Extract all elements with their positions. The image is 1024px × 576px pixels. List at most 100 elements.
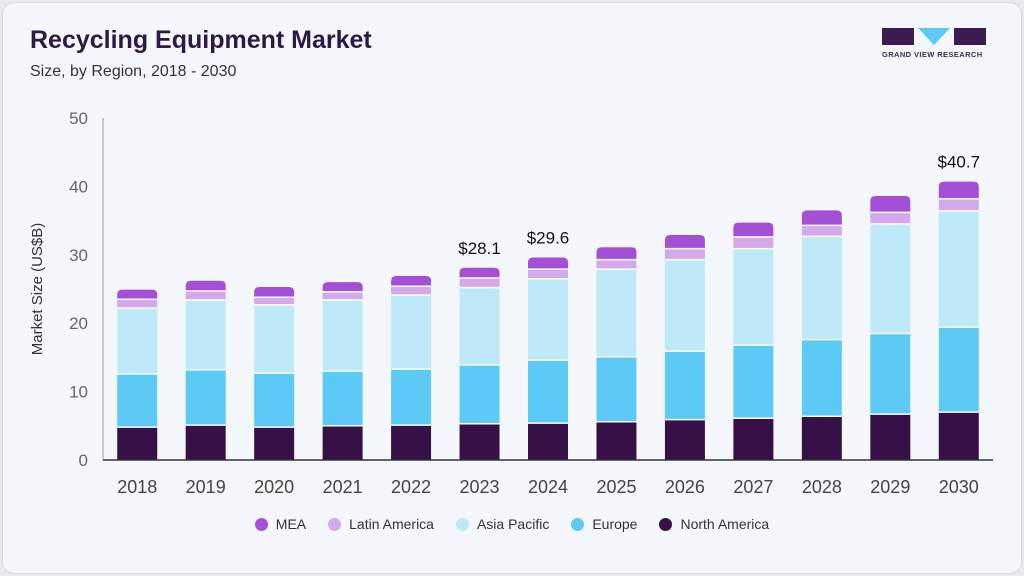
bar-segment-mea bbox=[938, 181, 979, 199]
y-tick-label: 10 bbox=[69, 383, 88, 402]
bar-segment-latin-america bbox=[528, 269, 568, 279]
chart-subtitle: Size, by Region, 2018 - 2030 bbox=[30, 63, 237, 80]
bar-segment-north-america bbox=[870, 414, 911, 460]
x-tick-label: 2019 bbox=[186, 477, 226, 497]
bar-segment-mea bbox=[117, 289, 158, 300]
bar-segment-latin-america bbox=[596, 259, 637, 270]
legend-swatch bbox=[254, 517, 268, 531]
y-tick-label: 30 bbox=[69, 246, 88, 265]
legend-label: Latin America bbox=[349, 516, 434, 532]
bar-segment-mea bbox=[391, 276, 432, 287]
logo-text: GRAND VIEW RESEARCH bbox=[882, 50, 983, 59]
bar-segment-europe bbox=[938, 327, 979, 413]
bar-segment-mea bbox=[459, 267, 500, 279]
x-tick-label: 2022 bbox=[391, 477, 431, 497]
bar-segment-asia-pacific bbox=[185, 299, 226, 370]
x-tick-label: 2026 bbox=[665, 477, 705, 497]
bar-segment-latin-america bbox=[733, 237, 774, 249]
legend-label: Asia Pacific bbox=[476, 516, 550, 532]
x-tick-label: 2027 bbox=[733, 477, 773, 497]
legend-item-mea[interactable]: MEA bbox=[254, 516, 307, 532]
bar-segment-asia-pacific bbox=[596, 269, 637, 357]
bar-segment-asia-pacific bbox=[664, 259, 705, 352]
legend-label: MEA bbox=[275, 516, 307, 532]
bar-segment-asia-pacific bbox=[528, 278, 568, 361]
bar-segment-north-america bbox=[391, 425, 432, 460]
bar-segment-mea bbox=[322, 282, 363, 292]
legend-item-latin-america[interactable]: Latin America bbox=[328, 516, 434, 532]
x-tick-label: 2028 bbox=[802, 477, 842, 497]
legend: MEA Latin America Asia Pacific Europe North … bbox=[0, 516, 1024, 532]
bar-segment-north-america bbox=[733, 418, 774, 460]
legend-swatch bbox=[571, 517, 585, 531]
bar-segment-europe bbox=[664, 351, 705, 420]
legend-item-north-america[interactable]: North America bbox=[659, 516, 769, 532]
legend-swatch bbox=[328, 517, 342, 531]
bar-segment-europe bbox=[254, 373, 295, 428]
x-tick-label: 2020 bbox=[254, 477, 294, 497]
bar-segment-latin-america bbox=[322, 291, 363, 300]
grand-view-research-logo bbox=[882, 28, 986, 45]
bar-segment-asia-pacific bbox=[459, 287, 500, 365]
bar-segment-asia-pacific bbox=[322, 299, 363, 372]
bar-segment-north-america bbox=[117, 427, 158, 460]
bar-segment-north-america bbox=[185, 425, 226, 460]
bar-segment-asia-pacific bbox=[870, 224, 911, 334]
bar-segment-latin-america bbox=[459, 278, 500, 288]
legend-swatch bbox=[659, 517, 673, 531]
y-tick-label: 50 bbox=[69, 109, 88, 128]
bar-segment-mea bbox=[528, 257, 568, 270]
bar-segment-latin-america bbox=[870, 212, 911, 225]
bar-segment-mea bbox=[596, 247, 637, 260]
y-tick-label: 20 bbox=[69, 314, 88, 333]
total-label: $29.6 bbox=[527, 229, 570, 248]
bar-segment-latin-america bbox=[391, 286, 432, 296]
bar-segment-latin-america bbox=[185, 291, 226, 300]
bar-segment-asia-pacific bbox=[938, 211, 979, 328]
bar-segment-asia-pacific bbox=[733, 248, 774, 346]
bar-segment-north-america bbox=[528, 423, 568, 460]
x-tick-label: 2029 bbox=[870, 477, 910, 497]
bar-segment-latin-america bbox=[801, 225, 842, 237]
x-tick-label: 2025 bbox=[596, 477, 636, 497]
bar-segment-europe bbox=[733, 345, 774, 419]
bar-segment-europe bbox=[185, 369, 226, 426]
chart-title: Recycling Equipment Market bbox=[30, 26, 372, 54]
total-label: $28.1 bbox=[458, 239, 501, 258]
bar-segment-north-america bbox=[664, 419, 705, 460]
x-tick-label: 2030 bbox=[939, 477, 979, 497]
legend-item-asia-pacific[interactable]: Asia Pacific bbox=[455, 516, 550, 532]
bar-segment-north-america bbox=[596, 421, 637, 460]
x-tick-label: 2024 bbox=[528, 477, 568, 497]
y-tick-label: 40 bbox=[69, 177, 88, 196]
x-tick-label: 2021 bbox=[323, 477, 363, 497]
bar-segment-europe bbox=[459, 364, 500, 424]
bar-segment-europe bbox=[391, 369, 432, 426]
legend-item-europe[interactable]: Europe bbox=[571, 516, 637, 532]
bar-segment-mea bbox=[664, 234, 705, 249]
y-axis-label: Market Size (US$B) bbox=[29, 223, 46, 356]
bar-segment-mea bbox=[733, 222, 774, 238]
bar-segment-latin-america bbox=[938, 198, 979, 212]
x-tick-label: 2023 bbox=[460, 477, 500, 497]
bar-segment-europe bbox=[596, 356, 637, 422]
bar-segment-mea bbox=[801, 210, 842, 226]
bar-segment-mea bbox=[254, 286, 295, 298]
x-tick-label: 2018 bbox=[117, 477, 157, 497]
bar-segment-mea bbox=[185, 280, 226, 292]
bar-segment-mea bbox=[870, 195, 911, 213]
legend-label: North America bbox=[680, 516, 770, 532]
legend-label: Europe bbox=[592, 516, 638, 532]
bar-segment-north-america bbox=[801, 416, 842, 460]
bar-segment-latin-america bbox=[664, 248, 705, 260]
bar-segment-europe bbox=[870, 333, 911, 415]
bar-segment-north-america bbox=[459, 423, 500, 460]
bar-segment-latin-america bbox=[117, 299, 158, 309]
bar-segment-asia-pacific bbox=[391, 295, 432, 370]
bar-segment-north-america bbox=[322, 425, 363, 460]
total-label: $40.7 bbox=[937, 153, 980, 172]
bar-segment-north-america bbox=[254, 427, 295, 460]
bar-segment-asia-pacific bbox=[254, 304, 295, 374]
